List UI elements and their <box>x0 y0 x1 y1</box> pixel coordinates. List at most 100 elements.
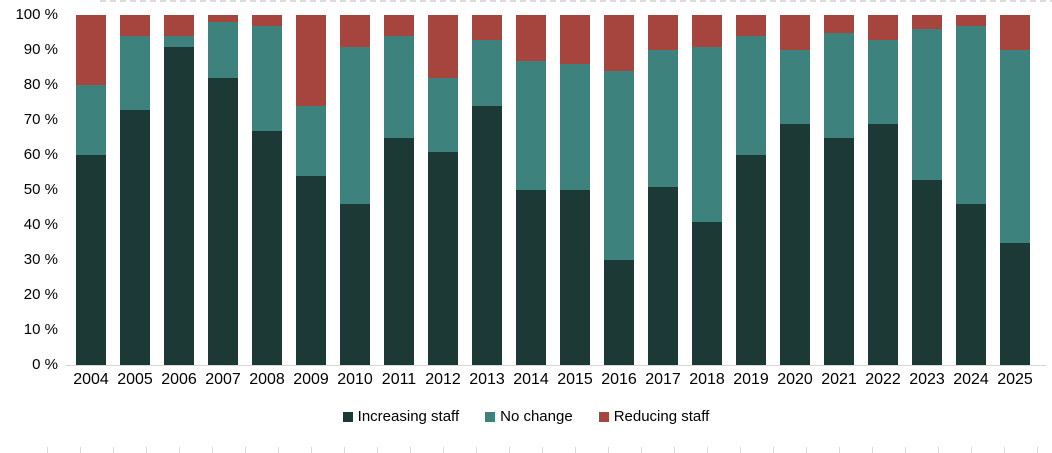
y-tick-label: 70 % <box>23 111 58 128</box>
bar-segment <box>472 39 502 106</box>
cropped-tick <box>872 447 873 453</box>
bar-segment <box>296 15 326 106</box>
bar-segment <box>1000 242 1030 365</box>
bar-segment <box>780 123 810 365</box>
x-tick-label: 2019 <box>733 371 769 388</box>
bar-segment <box>296 176 326 365</box>
bar-segment <box>648 186 678 365</box>
bar-segment <box>868 15 898 40</box>
x-tick-label: 2017 <box>645 371 681 388</box>
cropped-tick <box>476 447 477 453</box>
bar-segment <box>164 46 194 365</box>
bar-segment <box>164 15 194 36</box>
legend-item: Reducing staff <box>598 407 710 427</box>
cropped-tick <box>971 447 972 453</box>
bar-segment <box>76 85 106 155</box>
bar-segment <box>912 29 942 180</box>
bar-segment <box>208 22 238 78</box>
y-tick-label: 100 % <box>15 6 58 23</box>
cropped-tick <box>905 447 906 453</box>
cropped-tick <box>674 447 675 453</box>
cropped-tick <box>740 447 741 453</box>
bar-segment <box>516 15 546 61</box>
bar-2021 <box>817 15 861 365</box>
cropped-tick <box>47 447 48 453</box>
bar-segment <box>560 15 590 64</box>
bar-2015 <box>553 15 597 365</box>
x-tick-label: 2007 <box>205 371 241 388</box>
bar-segment <box>384 15 414 36</box>
bar-segment <box>340 204 370 365</box>
bar-segment <box>560 190 590 365</box>
y-tick-label: 30 % <box>23 251 58 268</box>
bar-segment <box>824 137 854 365</box>
bar-segment <box>340 46 370 204</box>
cropped-tick <box>344 447 345 453</box>
x-tick-label: 2008 <box>249 371 285 388</box>
cropped-tick <box>1004 447 1005 453</box>
x-tick-label: 2006 <box>161 371 197 388</box>
cropped-tick <box>179 447 180 453</box>
bar-segment <box>956 15 986 26</box>
bar-segment <box>296 106 326 176</box>
bar-segment <box>472 106 502 365</box>
bar-segment <box>868 39 898 124</box>
plot-area <box>66 15 1046 366</box>
bar-segment <box>692 221 722 365</box>
x-tick-label: 2009 <box>293 371 329 388</box>
bar-2010 <box>333 15 377 365</box>
bar-2011 <box>377 15 421 365</box>
bar-2016 <box>597 15 641 365</box>
cropped-tick <box>1037 447 1038 453</box>
bar-segment <box>912 15 942 29</box>
cropped-tick <box>278 447 279 453</box>
bar-segment <box>428 15 458 78</box>
bar-2007 <box>201 15 245 365</box>
bar-segment <box>824 15 854 33</box>
bar-2025 <box>993 15 1037 365</box>
bar-segment <box>1000 15 1030 50</box>
cropped-tick <box>410 447 411 453</box>
bar-2012 <box>421 15 465 365</box>
legend-label: Reducing staff <box>613 408 710 425</box>
y-tick-label: 40 % <box>23 216 58 233</box>
cropped-tick <box>608 447 609 453</box>
bar-segment <box>384 36 414 138</box>
bar-2009 <box>289 15 333 365</box>
cropped-tick <box>641 447 642 453</box>
cropped-tick <box>542 447 543 453</box>
bar-2020 <box>773 15 817 365</box>
x-tick-label: 2021 <box>821 371 857 388</box>
bar-segment <box>120 36 150 110</box>
y-tick-label: 0 % <box>32 356 58 373</box>
x-tick-label: 2025 <box>997 371 1033 388</box>
y-tick-label: 90 % <box>23 41 58 58</box>
legend-label: Increasing staff <box>357 408 460 425</box>
cropped-tick <box>707 447 708 453</box>
cropped-tick <box>146 447 147 453</box>
bar-2008 <box>245 15 289 365</box>
bar-segment <box>208 15 238 22</box>
x-tick-label: 2010 <box>337 371 373 388</box>
bar-2018 <box>685 15 729 365</box>
cropped-tick <box>575 447 576 453</box>
bar-segment <box>560 64 590 190</box>
bar-2017 <box>641 15 685 365</box>
bar-segment <box>252 15 282 26</box>
bar-segment <box>780 50 810 124</box>
cropped-tick <box>773 447 774 453</box>
legend-label: No change <box>500 408 573 425</box>
cropped-tick <box>212 447 213 453</box>
bar-2014 <box>509 15 553 365</box>
y-tick-label: 10 % <box>23 321 58 338</box>
bar-segment <box>76 15 106 85</box>
bar-segment <box>956 25 986 204</box>
y-tick-label: 60 % <box>23 146 58 163</box>
bar-segment <box>956 204 986 365</box>
bar-segment <box>516 190 546 365</box>
bar-segment <box>648 50 678 187</box>
x-tick-label: 2011 <box>381 371 417 388</box>
bar-2005 <box>113 15 157 365</box>
cropped-tick <box>839 447 840 453</box>
